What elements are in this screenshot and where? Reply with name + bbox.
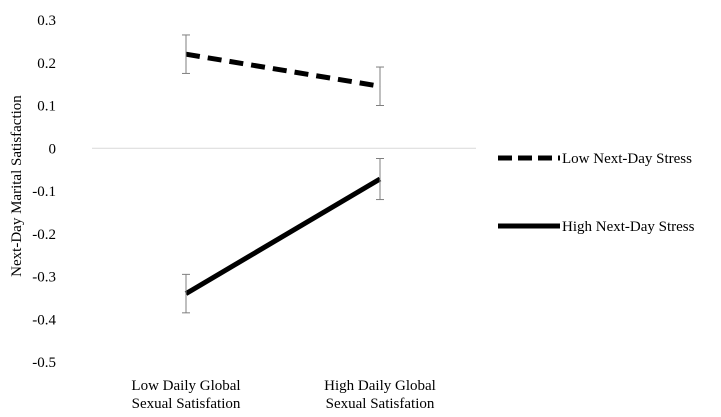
y-tick-label: -0.5 bbox=[32, 355, 56, 371]
legend-item: Low Next-Day Stress bbox=[498, 151, 692, 167]
series-line bbox=[184, 176, 382, 296]
y-axis-label: Next-Day Marital Satisfaction bbox=[9, 95, 25, 277]
legend-label: Low Next-Day Stress bbox=[562, 151, 692, 167]
x-tick-label: High Daily Global Sexual Satisfation bbox=[324, 378, 436, 412]
legend: Low Next-Day Stress High Next-Day Stress bbox=[498, 151, 695, 235]
legend-label: High Next-Day Stress bbox=[562, 219, 695, 235]
y-tick-label: 0.2 bbox=[37, 56, 56, 72]
series-lines bbox=[182, 34, 384, 314]
legend-item: High Next-Day Stress bbox=[498, 219, 695, 235]
series-line bbox=[185, 51, 381, 89]
x-tick-label: Low Daily Global Sexual Satisfation bbox=[131, 378, 240, 412]
y-tick-label: -0.1 bbox=[32, 184, 56, 200]
y-tick-label: -0.2 bbox=[32, 227, 56, 243]
y-tick-label: -0.3 bbox=[32, 270, 56, 286]
y-axis: 0.3 0.2 0.1 0 -0.1 -0.2 -0.3 -0.4 -0.5 bbox=[32, 13, 56, 371]
y-tick-label: 0.1 bbox=[37, 99, 56, 115]
x-axis-labels: Low Daily Global Sexual Satisfation High D… bbox=[131, 378, 435, 412]
y-tick-label: 0.3 bbox=[37, 13, 56, 29]
y-tick-label: -0.4 bbox=[32, 312, 56, 328]
y-tick-label: 0 bbox=[49, 141, 57, 157]
